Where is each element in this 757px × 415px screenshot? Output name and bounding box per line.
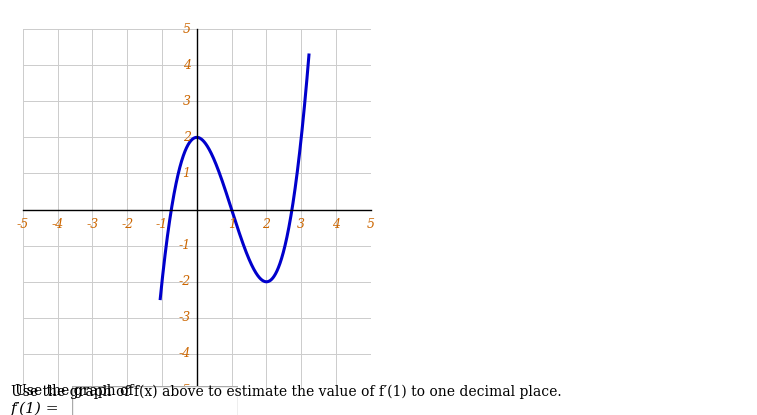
Text: Use the graph of f(x) above to estimate the value of f′(1) to one decimal place.: Use the graph of f(x) above to estimate … bbox=[11, 385, 562, 399]
Text: 5: 5 bbox=[182, 22, 191, 36]
Text: 4: 4 bbox=[332, 217, 340, 230]
Text: -4: -4 bbox=[51, 217, 64, 230]
Text: 2: 2 bbox=[182, 131, 191, 144]
Text: 1: 1 bbox=[228, 217, 235, 230]
Text: -1: -1 bbox=[156, 217, 168, 230]
Text: -2: -2 bbox=[179, 275, 191, 288]
Text: -5: -5 bbox=[179, 383, 191, 397]
Text: -5: -5 bbox=[17, 217, 29, 230]
Text: -3: -3 bbox=[86, 217, 98, 230]
Text: f′(1) =: f′(1) = bbox=[11, 401, 60, 415]
Text: 3: 3 bbox=[182, 95, 191, 108]
Text: Use the graph of: Use the graph of bbox=[15, 383, 138, 398]
Text: 1: 1 bbox=[182, 167, 191, 180]
Text: -1: -1 bbox=[179, 239, 191, 252]
Text: -2: -2 bbox=[121, 217, 133, 230]
Text: -4: -4 bbox=[179, 347, 191, 361]
Text: 3: 3 bbox=[298, 217, 305, 230]
Text: 4: 4 bbox=[182, 59, 191, 72]
Text: -3: -3 bbox=[179, 311, 191, 325]
Text: 5: 5 bbox=[367, 217, 375, 230]
Text: 2: 2 bbox=[263, 217, 270, 230]
